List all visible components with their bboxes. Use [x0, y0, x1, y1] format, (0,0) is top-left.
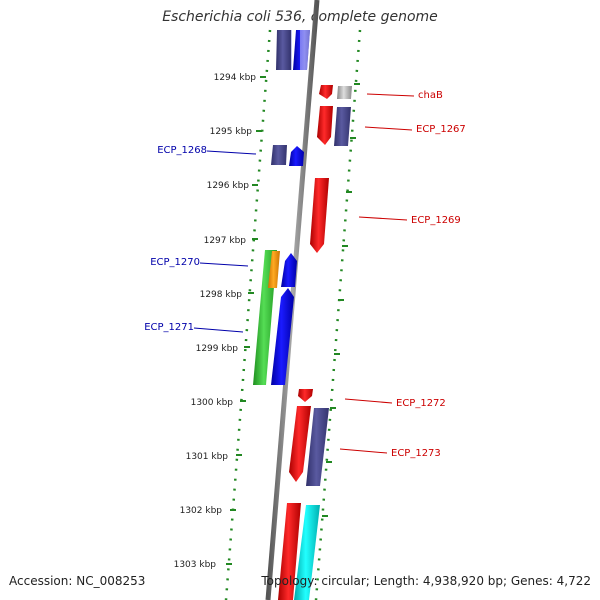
gene-ecp1270 — [281, 253, 297, 287]
gene-label-ecp1268[interactable]: ECP_1268 — [157, 145, 207, 156]
tick-label: 1300 kbp — [191, 398, 234, 408]
label-leader-ecp1273 — [339, 448, 388, 454]
label-leader-ecp1272 — [344, 398, 393, 404]
tick-label: 1298 kbp — [200, 290, 243, 300]
gene-chab — [319, 85, 333, 99]
gene-orange — [268, 251, 280, 288]
gene-ecp1267-red — [317, 106, 333, 145]
gene-label-ecp1267[interactable]: ECP_1267 — [416, 124, 466, 135]
gene-ecp1273 — [306, 408, 329, 486]
gene-label-ecp1270[interactable]: ECP_1270 — [150, 257, 200, 268]
gene-ecp1268-blue — [289, 146, 304, 166]
tick-label: 1295 kbp — [210, 127, 253, 137]
label-leader-ecp1267 — [364, 126, 413, 131]
right-tick-group — [322, 83, 360, 517]
topology-text: Topology: circular; Length: 4,938,920 bp… — [261, 574, 591, 588]
accession-text: Accession: NC_008253 — [9, 574, 146, 588]
gene-red-bottom — [278, 503, 301, 600]
tick-label: 1303 kbp — [174, 560, 217, 570]
gene-ecp1268-slate — [271, 145, 287, 165]
tick-label: 1302 kbp — [180, 506, 223, 516]
gene-label-ecp1271[interactable]: ECP_1271 — [144, 322, 194, 333]
label-leader-ecp1271 — [193, 327, 244, 333]
tick-label: 1296 kbp — [207, 181, 250, 191]
tick-label: 1297 kbp — [204, 236, 247, 246]
gene-red-small — [298, 389, 313, 402]
tick-group: 1294 kbp 1295 kbp 1296 kbp 1297 kbp 1298… — [174, 73, 266, 570]
gene-ecp1271 — [271, 288, 294, 385]
label-leader-ecp1269 — [358, 216, 408, 221]
tick-label: 1294 kbp — [214, 73, 257, 83]
gene-ecp1272 — [289, 406, 311, 482]
gene-label-ecp1272[interactable]: ECP_1272 — [396, 398, 446, 409]
gene-label-chab[interactable]: chaB — [418, 90, 443, 101]
gene-cyan-bottom — [294, 505, 320, 600]
gene-label-ecp1273[interactable]: ECP_1273 — [391, 448, 441, 459]
gene-lavender-top-right — [300, 30, 310, 70]
genome-title: Escherichia coli 536, complete genome — [162, 9, 438, 25]
gene-label-ecp1269[interactable]: ECP_1269 — [411, 215, 461, 226]
gene-ecp1267-slate — [334, 107, 351, 146]
label-leader-ecp1270 — [199, 262, 249, 267]
gene-ecp1269 — [310, 178, 329, 253]
label-leader-ecp1268 — [206, 150, 257, 155]
tick-label: 1301 kbp — [186, 452, 229, 462]
label-leader-chab — [366, 93, 415, 97]
tick-label: 1299 kbp — [196, 344, 239, 354]
gene-slate-top — [276, 30, 291, 70]
gene-grey-small — [337, 86, 352, 99]
